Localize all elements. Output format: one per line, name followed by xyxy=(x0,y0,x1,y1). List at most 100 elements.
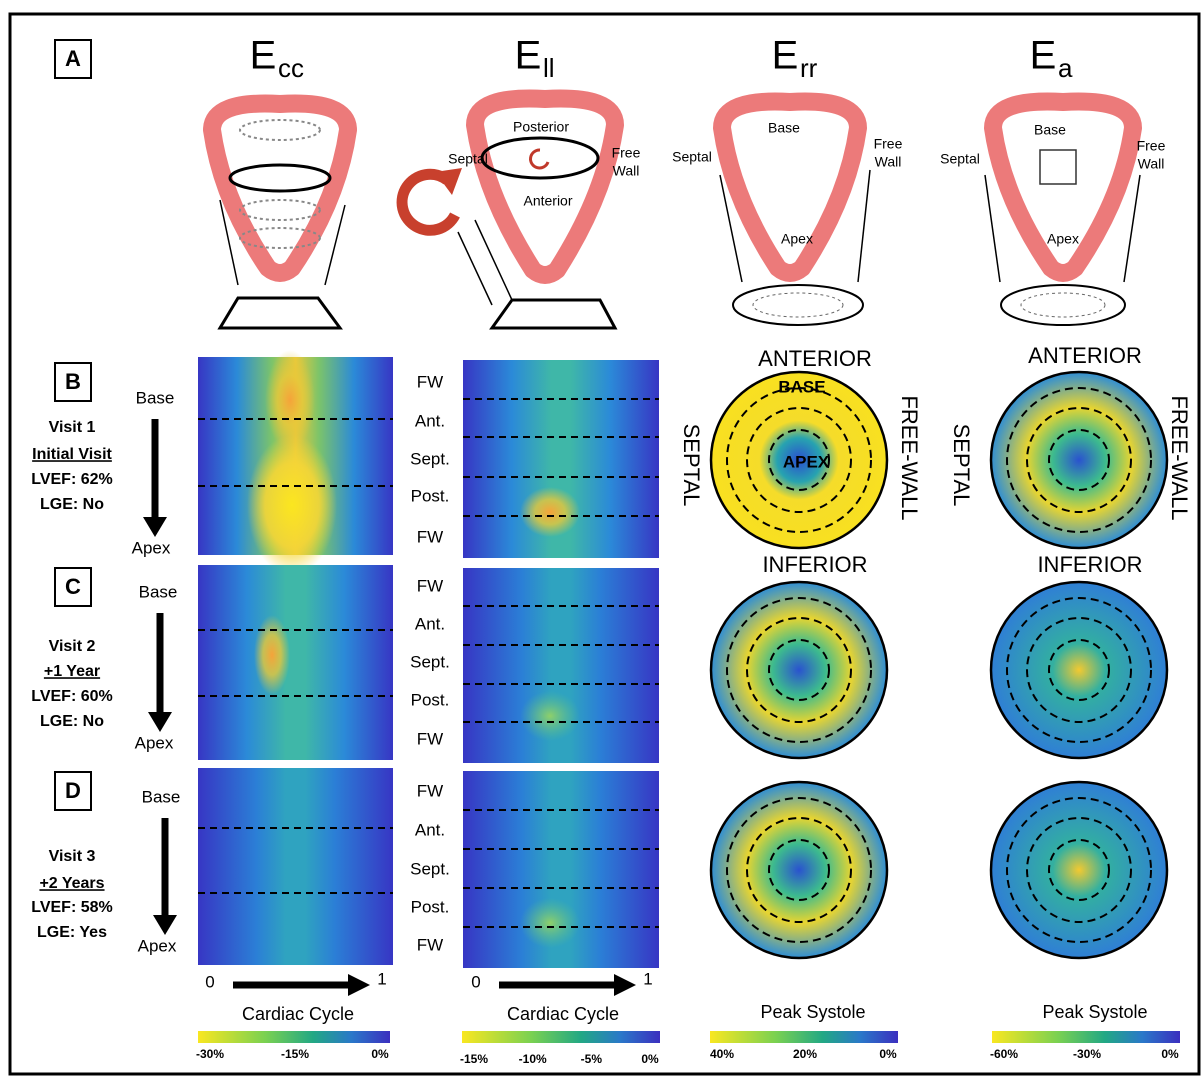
figure: ABCDEccEllErrEaPosteriorSeptalFreeWallAn… xyxy=(0,0,1202,1076)
label: Posterior xyxy=(513,119,569,135)
colorbar-tick-label: -60% xyxy=(990,1047,1018,1061)
panel-label: A xyxy=(65,46,81,71)
column-subscript: rr xyxy=(800,53,818,83)
label: Wall xyxy=(613,163,640,179)
apex-label: Apex xyxy=(138,936,177,955)
colorbar-tick-label: -30% xyxy=(1073,1047,1101,1061)
segment-label: Ant. xyxy=(415,820,445,839)
colorbar-tick-label: 0% xyxy=(371,1047,389,1061)
label: Septal xyxy=(672,149,712,165)
polar-label: BASE xyxy=(778,377,825,396)
polar-label: ANTERIOR xyxy=(758,346,872,371)
column-subscript: a xyxy=(1058,53,1073,83)
polar-label: SEPTAL xyxy=(949,424,974,507)
segment-label: FW xyxy=(417,372,443,391)
column-subscript: ll xyxy=(543,53,555,83)
segment-label: Post. xyxy=(411,486,450,505)
axis-end: 1 xyxy=(377,969,386,988)
column-subscript: cc xyxy=(278,53,304,83)
segment-label: FW xyxy=(417,576,443,595)
column-symbol: E xyxy=(250,34,277,78)
colorbar xyxy=(198,1031,390,1043)
arrow-head xyxy=(153,915,177,935)
trapezoid xyxy=(492,300,615,328)
polar-label: FREE-WALL xyxy=(897,395,922,520)
polar-label: SEPTAL xyxy=(679,424,704,507)
visit-line: Visit 2 xyxy=(49,638,96,655)
visit-line: Initial Visit xyxy=(32,446,112,463)
label: Septal xyxy=(448,151,488,167)
polar-map xyxy=(711,782,887,958)
colorbar-tick-label: 0% xyxy=(641,1052,659,1066)
axis-label: Cardiac Cycle xyxy=(507,1004,619,1024)
polar-label: APEX xyxy=(783,452,830,471)
visit-line: LGE: Yes xyxy=(37,924,107,941)
axis-arrow-head xyxy=(348,974,370,996)
colorbar-tick-label: -10% xyxy=(519,1052,547,1066)
heat-blob xyxy=(265,350,315,450)
ea-patch xyxy=(1040,150,1076,184)
colorbar-tick-label: -30% xyxy=(196,1047,224,1061)
segment-label: FW xyxy=(417,935,443,954)
column-symbol: E xyxy=(1030,34,1057,78)
arrow-head xyxy=(143,517,167,537)
polar-label: INFERIOR xyxy=(1037,552,1142,577)
polar-map xyxy=(991,372,1167,548)
segment-label: Sept. xyxy=(410,449,450,468)
axis-label: Peak Systole xyxy=(760,1002,865,1022)
arrow-line xyxy=(458,232,492,305)
axis-arrow-head xyxy=(614,974,636,996)
segment-label: Sept. xyxy=(410,859,450,878)
visit-line: Visit 3 xyxy=(49,848,96,865)
base-label: Base xyxy=(139,582,178,601)
label: Wall xyxy=(875,154,902,170)
segment-label: Post. xyxy=(411,897,450,916)
polar-label: ANTERIOR xyxy=(1028,343,1142,368)
polar-map xyxy=(991,582,1167,758)
label: Apex xyxy=(781,231,813,247)
base-label: Base xyxy=(136,388,175,407)
heat-blob xyxy=(520,487,580,537)
visit-line: LGE: No xyxy=(40,496,104,513)
segment-label: Ant. xyxy=(415,614,445,633)
ecc-heatmap xyxy=(198,768,393,965)
colorbar-tick-label: -15% xyxy=(460,1052,488,1066)
colorbar xyxy=(710,1031,898,1043)
axis-label: Cardiac Cycle xyxy=(242,1004,354,1024)
axis-end: 1 xyxy=(643,969,652,988)
colorbar-tick-label: 0% xyxy=(879,1047,897,1061)
colorbar-tick-label: 0% xyxy=(1161,1047,1179,1061)
polar-label: INFERIOR xyxy=(762,552,867,577)
segment-label: FW xyxy=(417,527,443,546)
colorbar-tick-label: 20% xyxy=(793,1047,817,1061)
visit-line: LVEF: 62% xyxy=(31,471,113,488)
visit-line: Visit 1 xyxy=(49,419,96,436)
segment-label: Sept. xyxy=(410,652,450,671)
axis-start: 0 xyxy=(205,972,214,991)
panel-label: C xyxy=(65,574,81,599)
arrow-line xyxy=(1124,175,1140,282)
arrow-line xyxy=(985,175,1000,282)
label: Septal xyxy=(940,151,980,167)
apex-label: Apex xyxy=(132,538,171,557)
axis-start: 0 xyxy=(471,972,480,991)
polar-label: FREE-WALL xyxy=(1167,395,1192,520)
visit-line: LVEF: 60% xyxy=(31,688,113,705)
heat-blob xyxy=(247,435,337,575)
label: Free xyxy=(612,145,641,161)
apex-label: Apex xyxy=(135,733,174,752)
label: Base xyxy=(1034,122,1066,138)
visit-line: LGE: No xyxy=(40,713,104,730)
segment-label: FW xyxy=(417,729,443,748)
panel-label: D xyxy=(65,778,81,803)
heat-blob xyxy=(520,898,580,948)
column-symbol: E xyxy=(772,34,799,78)
polar-map xyxy=(711,582,887,758)
label: Base xyxy=(768,120,800,136)
heat-blob xyxy=(520,691,580,741)
base-label: Base xyxy=(142,787,181,806)
segment-label: FW xyxy=(417,781,443,800)
column-symbol: E xyxy=(515,34,542,78)
colorbar-tick-label: 40% xyxy=(710,1047,734,1061)
panel-label: B xyxy=(65,369,81,394)
